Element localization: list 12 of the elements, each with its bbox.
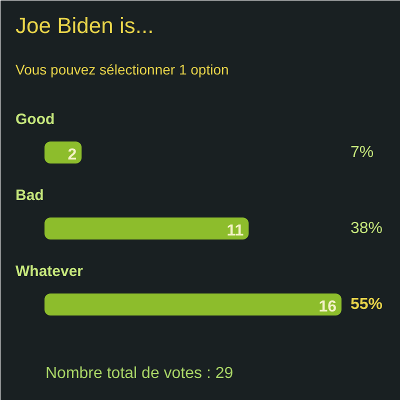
text: Nombre total de votes : 29 (46, 365, 234, 382)
y-tick-label: Bad (16, 187, 44, 204)
data-label: 16 (318, 298, 337, 316)
chart-subtitle: Vous pouvez sélectionner 1 option (16, 62, 229, 78)
y-tick-label: Whatever (16, 263, 84, 280)
text: 7% (350, 144, 374, 161)
data-label: 2 (68, 146, 77, 164)
y-tick-label: Good (16, 111, 55, 128)
data-label: 11 (226, 222, 244, 240)
chart-title: Joe Biden is... (16, 13, 154, 38)
text: 38% (350, 220, 383, 237)
text: 55% (350, 296, 383, 313)
